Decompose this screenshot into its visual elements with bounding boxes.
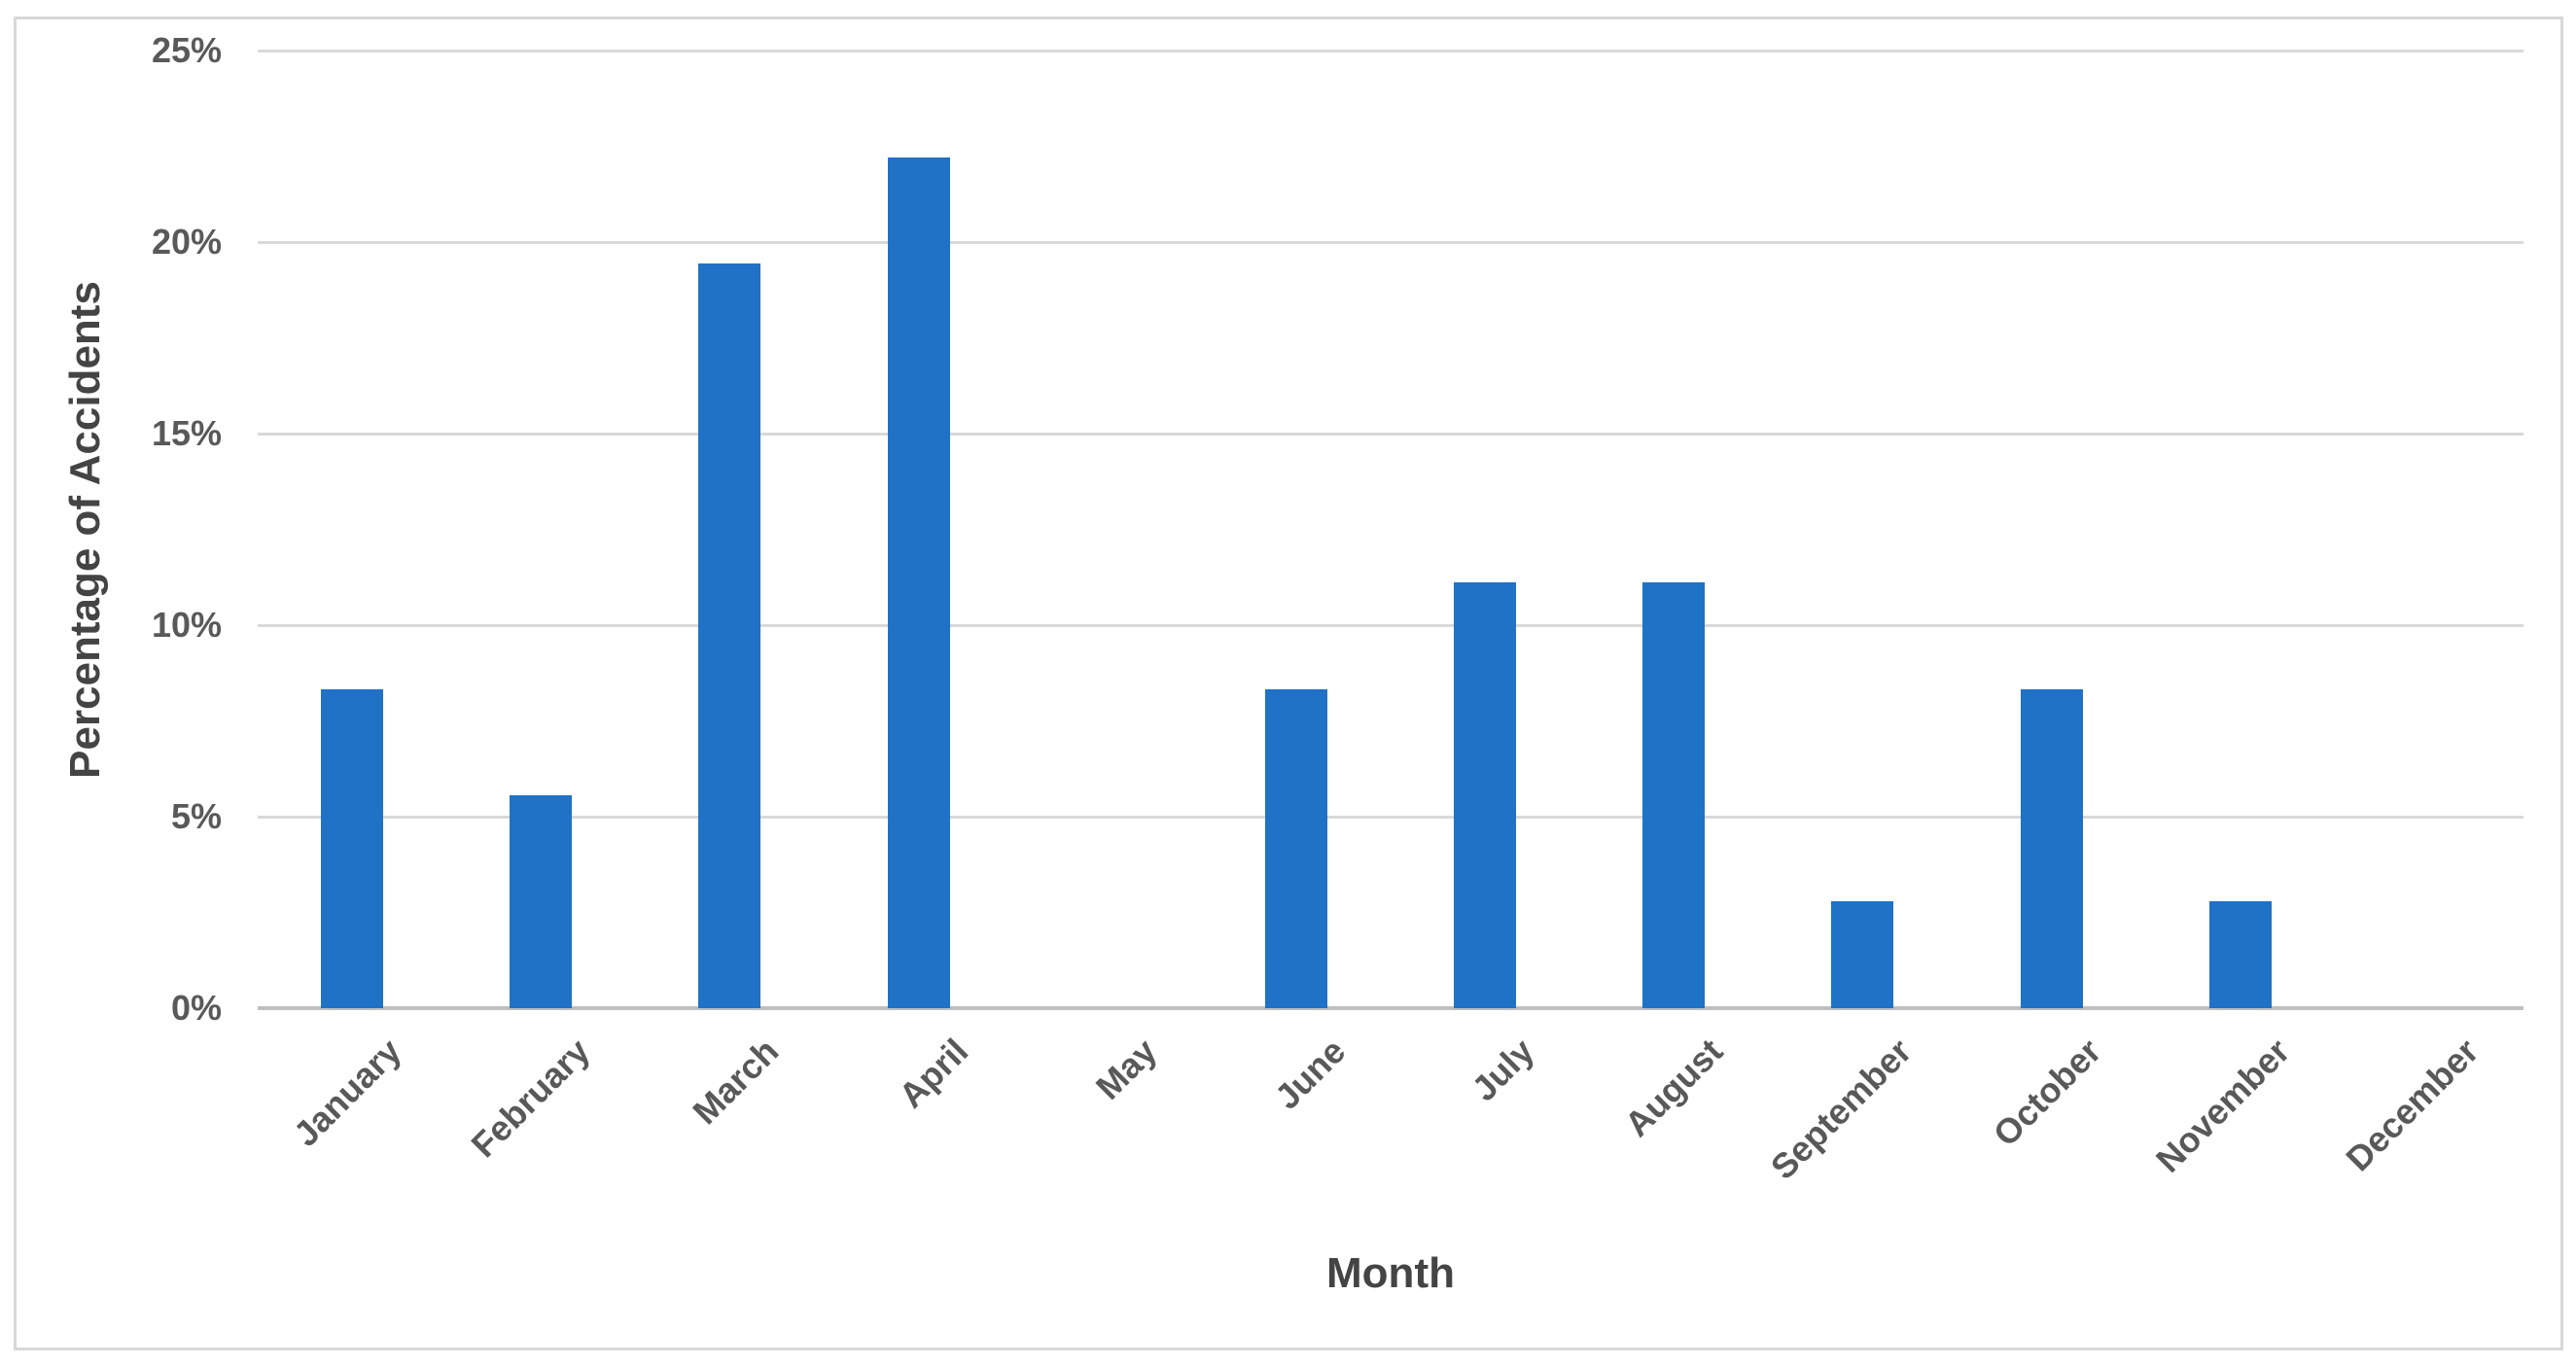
bar-november xyxy=(2209,901,2272,1008)
gridline-5pct xyxy=(258,816,2523,819)
y-axis-title: Percentage of Accidents xyxy=(61,281,109,779)
y-tick-label-15pct: 15% xyxy=(151,413,222,453)
gridline-25pct xyxy=(258,50,2523,52)
chart-border xyxy=(14,17,2563,1350)
bar-july xyxy=(1454,582,1516,1008)
gridline-20pct xyxy=(258,241,2523,244)
y-tick-label-20pct: 20% xyxy=(151,222,222,262)
bar-september xyxy=(1831,901,1893,1008)
gridline-15pct xyxy=(258,433,2523,436)
y-tick-label-25pct: 25% xyxy=(151,30,222,70)
bar-february xyxy=(510,795,572,1008)
x-axis-line xyxy=(258,1006,2523,1010)
bar-january xyxy=(321,689,383,1008)
bar-march xyxy=(698,263,760,1008)
bar-august xyxy=(1642,582,1705,1008)
bar-april xyxy=(888,158,950,1008)
y-tick-label-10pct: 10% xyxy=(151,605,222,645)
x-axis-title: Month xyxy=(1326,1249,1455,1297)
y-tick-label-0pct: 0% xyxy=(170,988,222,1028)
gridline-10pct xyxy=(258,624,2523,627)
plot-area xyxy=(258,50,2523,1010)
y-tick-label-5pct: 5% xyxy=(170,796,222,836)
bar-october xyxy=(2021,689,2083,1008)
bar-june xyxy=(1265,689,1327,1008)
